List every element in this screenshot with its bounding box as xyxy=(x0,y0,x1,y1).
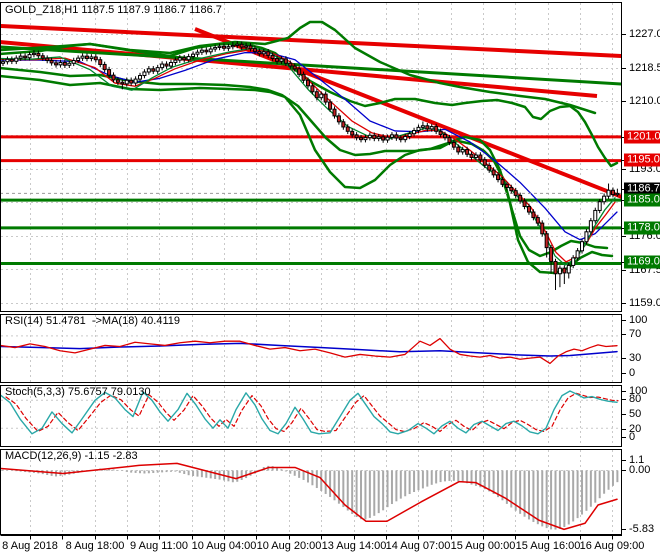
time-axis-label: 13 Aug 14:00 xyxy=(321,540,387,552)
price-level-box-1201.0: 1201.0 xyxy=(624,130,660,144)
price-tick-label: 1210.0 xyxy=(629,95,660,107)
macd-indicator-label: MACD(12,26,9) -1.15 -2.83 xyxy=(5,450,138,462)
time-axis-label: 16 Aug 09:00 xyxy=(579,540,645,552)
stoch-scale-label: 50 xyxy=(629,408,642,420)
macd-panel-series xyxy=(1,462,619,531)
price-level-box-1185.0: 1185.0 xyxy=(624,193,660,207)
rsi-panel-series xyxy=(1,337,618,365)
price-tick-label: 1218.5 xyxy=(629,62,660,74)
price-level-box-1178.0: 1178.0 xyxy=(624,221,660,235)
rsi-scale-label: 0 xyxy=(629,367,636,379)
main-panel-series xyxy=(1,20,621,290)
stoch-scale-label: 20 xyxy=(629,423,642,435)
stoch-scale-label: 100 xyxy=(629,385,648,397)
price-level-box-1195.0: 1195.0 xyxy=(624,153,660,167)
symbol-ohlc-header: GOLD_Z18,H1 1187.5 1187.9 1186.7 1186.7 xyxy=(5,4,222,16)
price-tick-label: 1227.0 xyxy=(629,28,660,40)
macd-scale-label: 1.1 xyxy=(629,454,645,466)
rsi-indicator-label: RSI(14) 51.4781 ->MA(18) 40.4119 xyxy=(5,315,180,327)
price-tick-label: 1159.0 xyxy=(629,297,660,309)
price-level-box-1186.7: 1186.7 xyxy=(624,182,660,196)
time-axis-label: 10 Aug 20:00 xyxy=(256,540,322,552)
time-axis-label: 15 Aug 16:00 xyxy=(515,540,581,552)
time-axis-label: 8 Aug 18:00 xyxy=(65,540,125,552)
time-axis-label: 8 Aug 2018 xyxy=(2,540,58,552)
time-axis-label: 9 Aug 11:00 xyxy=(130,540,188,552)
stoch-scale-label: 0 xyxy=(629,431,636,443)
price-level-box-1169.0: 1169.0 xyxy=(624,255,660,269)
panel-borders xyxy=(0,2,626,540)
stoch-indicator-label: Stoch(5,3,3) 75.6757 79.0130 xyxy=(5,386,151,398)
stoch-scale-label: 80 xyxy=(629,393,642,405)
time-axis-label: 15 Aug 00:00 xyxy=(450,540,516,552)
stoch-panel-series xyxy=(1,390,619,435)
rsi-scale-label: 100 xyxy=(629,314,648,326)
macd-scale-label: -5.83 xyxy=(629,523,655,535)
rsi-scale-label: 30 xyxy=(629,352,642,364)
macd-scale-label: 0.00 xyxy=(629,464,651,476)
time-axis-label: 14 Aug 07:00 xyxy=(385,540,451,552)
time-axis-label: 10 Aug 04:00 xyxy=(191,540,257,552)
grid-lines xyxy=(1,3,621,534)
rsi-scale-label: 70 xyxy=(629,328,642,340)
